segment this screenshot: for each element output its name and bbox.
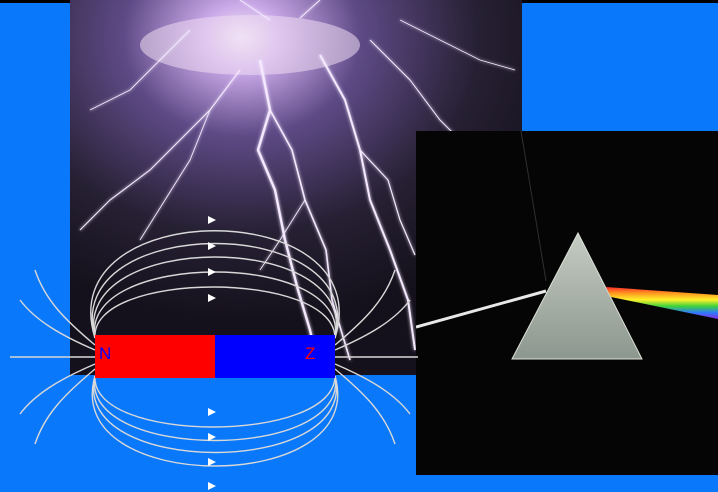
white-light-beam — [416, 289, 547, 329]
field-arrow-icon — [208, 294, 216, 302]
prism-photo — [416, 131, 718, 475]
glass-prism — [511, 231, 643, 360]
lightning-bolts — [79, 0, 516, 375]
field-direction-arrows — [208, 216, 216, 490]
cloud-glow — [140, 15, 360, 75]
field-arrow-icon — [208, 433, 216, 441]
hanging-string — [520, 131, 547, 282]
magnet-north-half — [95, 335, 215, 378]
field-arrow-icon — [208, 482, 216, 490]
north-pole-label: N — [99, 344, 111, 363]
field-arrow-icon — [208, 216, 216, 224]
field-arrow-icon — [208, 408, 216, 416]
field-arrow-icon — [208, 242, 216, 250]
field-arrow-icon — [208, 268, 216, 276]
south-pole-label: Z — [305, 344, 315, 363]
magnet-south-half — [215, 335, 335, 378]
field-arrow-icon — [208, 458, 216, 466]
rainbow-spectrum — [606, 287, 718, 319]
magnetic-field-lines — [10, 230, 418, 467]
